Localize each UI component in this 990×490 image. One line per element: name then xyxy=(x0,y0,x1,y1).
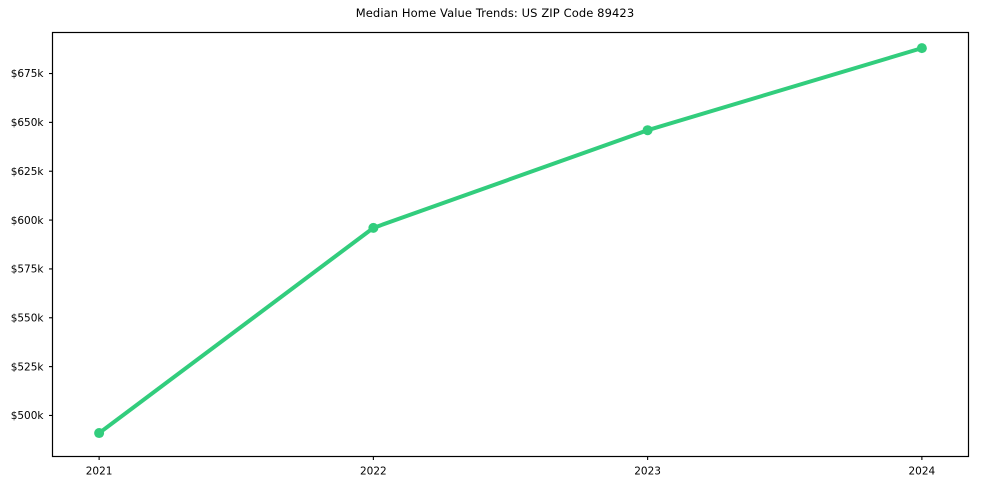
data-point-marker-2021 xyxy=(94,428,105,439)
x-axis-tick-label: 2021 xyxy=(86,466,113,478)
x-axis-tick-labels: 2021 2022 2023 2024 xyxy=(86,466,936,478)
y-axis-tick-labels: $500k $525k $550k $575k $600k $625k $650k $675k xyxy=(11,68,45,422)
y-axis-tick-label: $575k xyxy=(11,264,45,276)
y-axis-tick-label: $525k xyxy=(11,361,45,373)
y-axis-tick-label: $550k xyxy=(11,312,45,324)
plot-area-border xyxy=(51,31,970,458)
x-axis-tick-label: 2023 xyxy=(634,466,661,478)
y-axis-tick-label: $625k xyxy=(11,166,45,178)
y-axis-tick-label: $675k xyxy=(11,68,45,80)
x-axis-tick-label: 2022 xyxy=(360,466,387,478)
data-point-markers xyxy=(94,43,927,439)
y-axis-tick-label: $600k xyxy=(11,215,45,227)
data-point-marker-2022 xyxy=(368,222,379,233)
y-axis-tick-label: $650k xyxy=(11,117,45,129)
data-point-marker-2024 xyxy=(916,43,927,54)
median-home-value-line xyxy=(97,46,924,436)
chart-title: Median Home Value Trends: US ZIP Code 89… xyxy=(355,6,635,20)
x-axis-tick-label: 2024 xyxy=(909,466,936,478)
data-point-marker-2023 xyxy=(642,125,653,136)
y-axis-tick-label: $500k xyxy=(11,410,45,422)
